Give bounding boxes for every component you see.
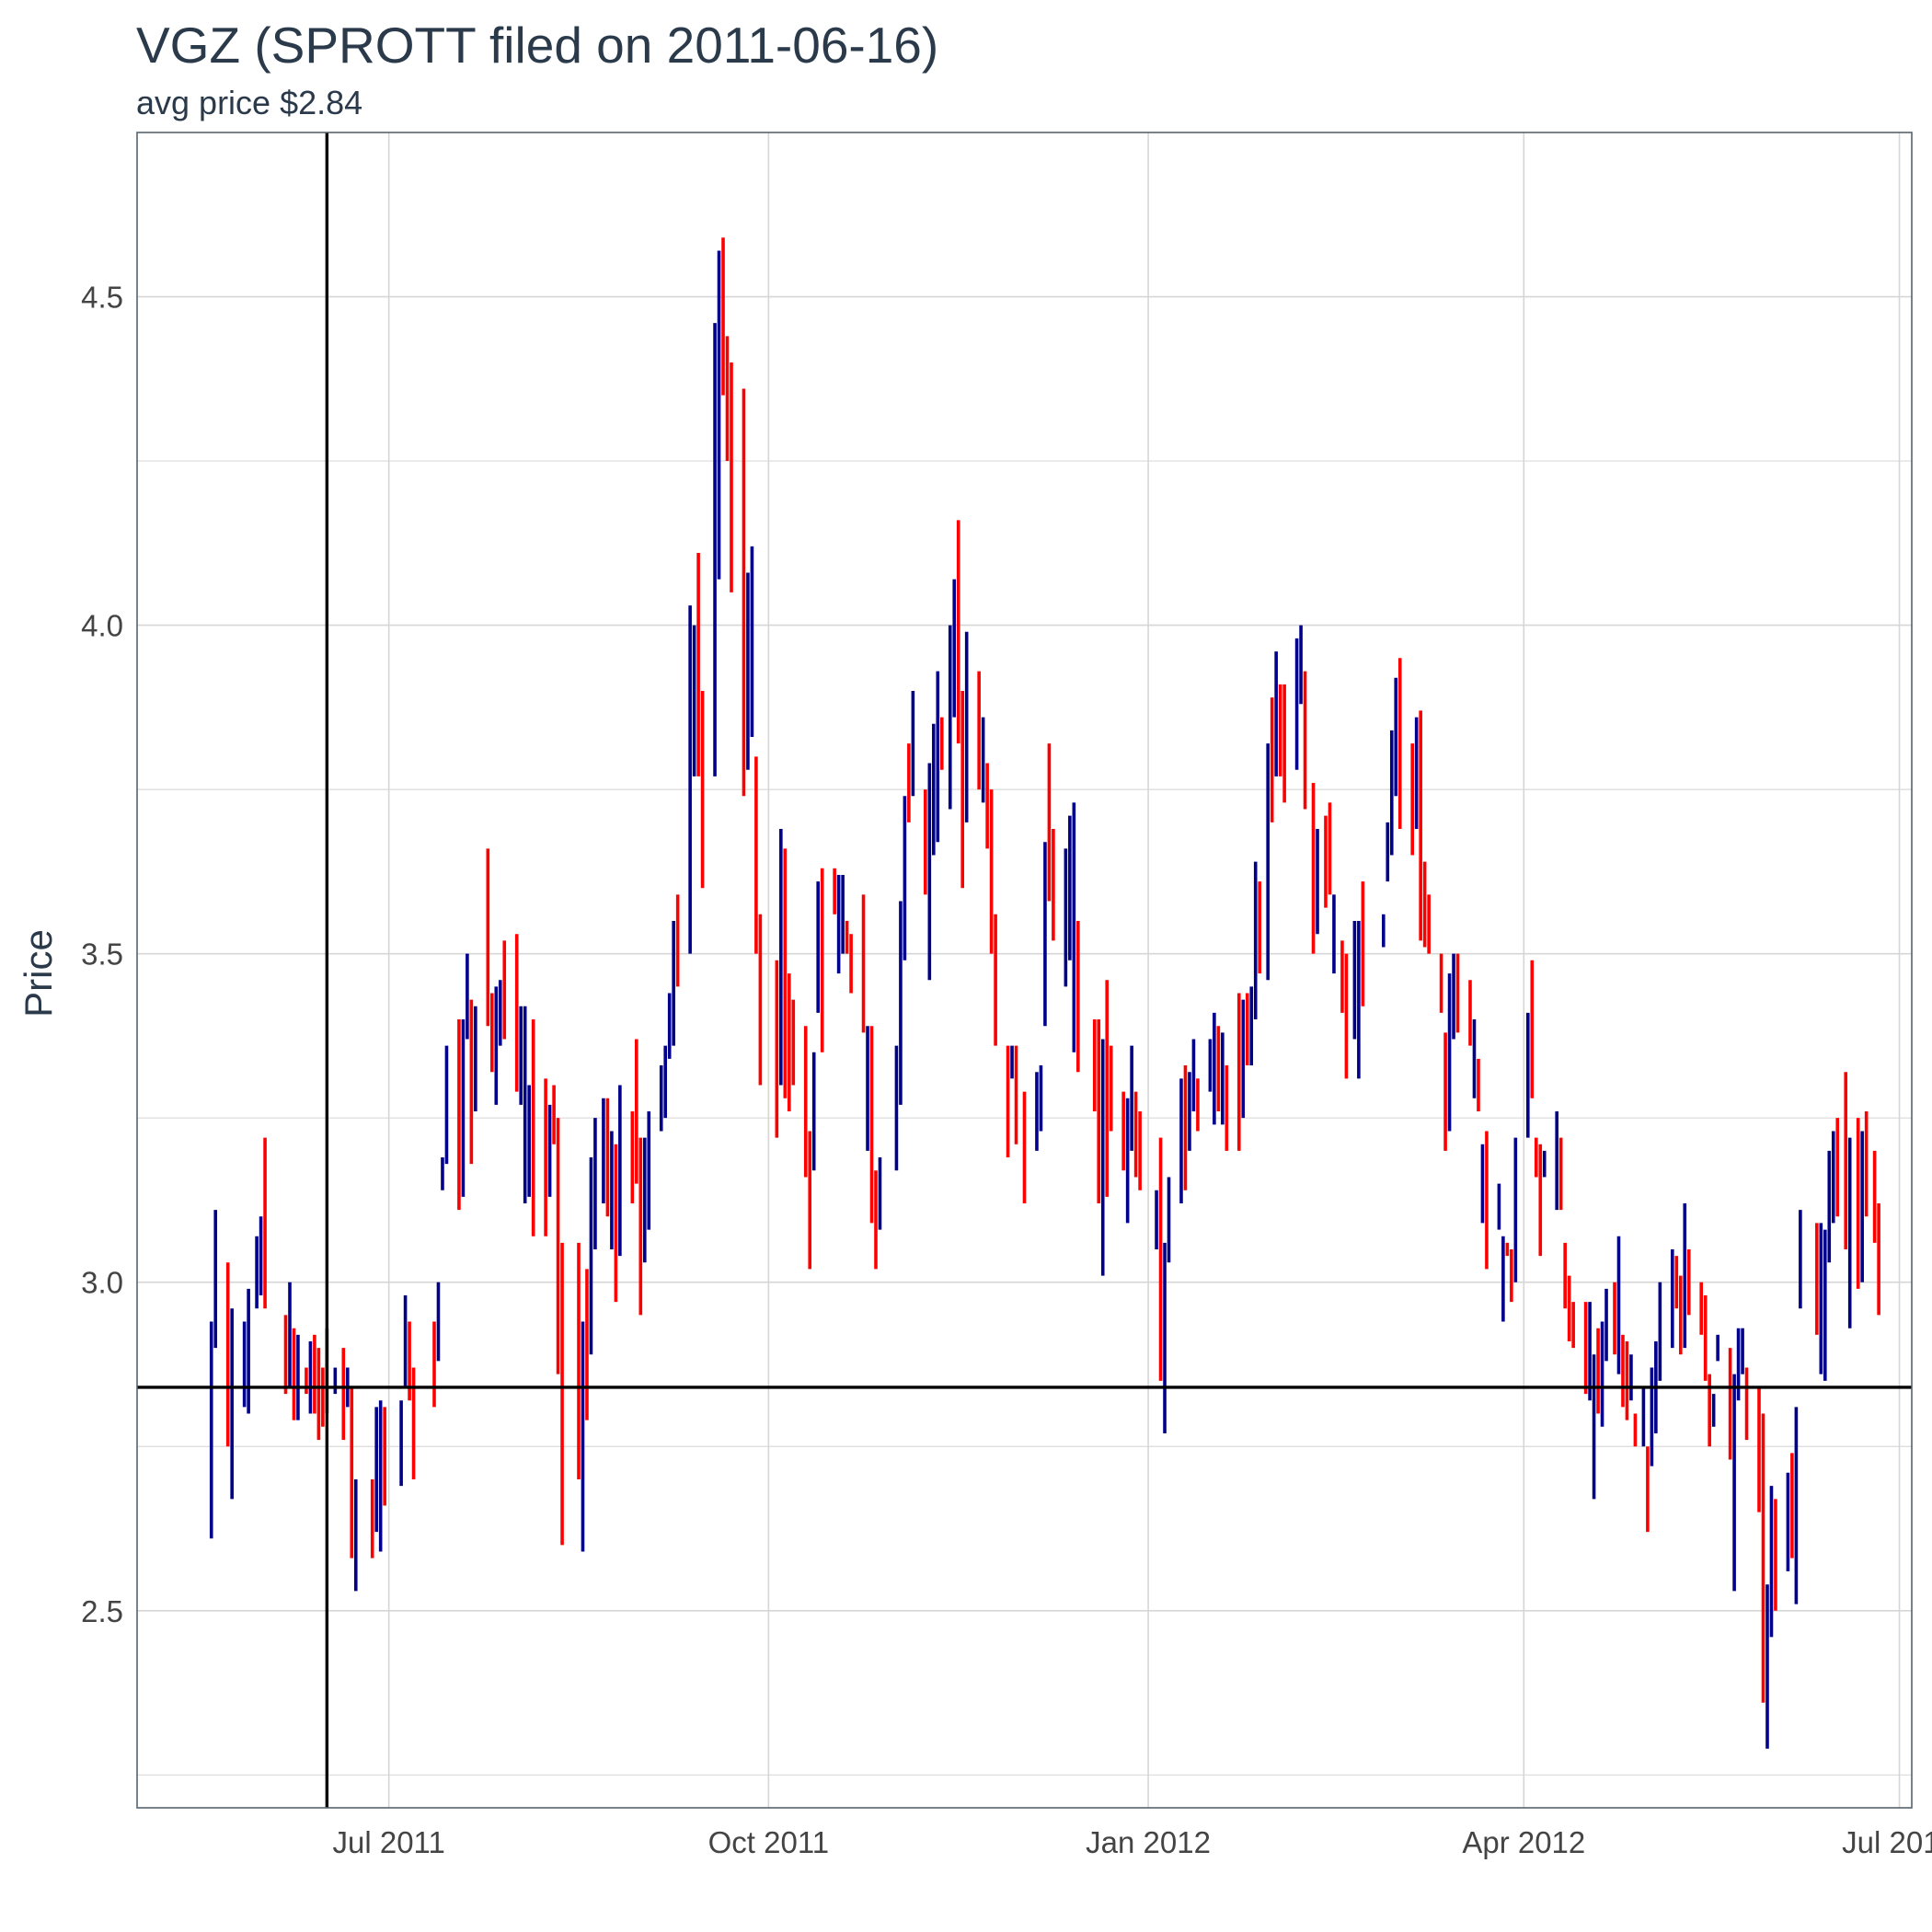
x-tick-label: Jul 2012 [1842,1825,1932,1859]
reference-lines [137,132,1912,1808]
y-axis-label: Price [17,929,60,1018]
y-tick-label: 4.5 [81,281,123,315]
y-tick-label: 4.0 [81,609,123,643]
chart-title: VGZ (SPROTT filed on 2011-06-16) [136,17,938,74]
x-tick-label: Apr 2012 [1462,1825,1585,1859]
x-tick-label: Jan 2012 [1086,1825,1211,1859]
chart-subtitle: avg price $2.84 [136,84,362,121]
x-axis-ticks: Jul 2011 Oct 2011 Jan 2012 Apr 2012 Jul 2012 [332,1825,1932,1859]
price-bars [209,237,1880,1749]
y-tick-label: 2.5 [81,1594,123,1628]
y-tick-label: 3.0 [81,1266,123,1300]
plot-panel [136,132,1913,1809]
x-tick-label: Oct 2011 [708,1825,829,1859]
y-tick-label: 3.5 [81,937,123,972]
x-tick-label: Jul 2011 [332,1825,444,1859]
grid [137,132,1912,1808]
y-axis-ticks: 2.5 3.0 3.5 4.0 4.5 [81,281,123,1628]
